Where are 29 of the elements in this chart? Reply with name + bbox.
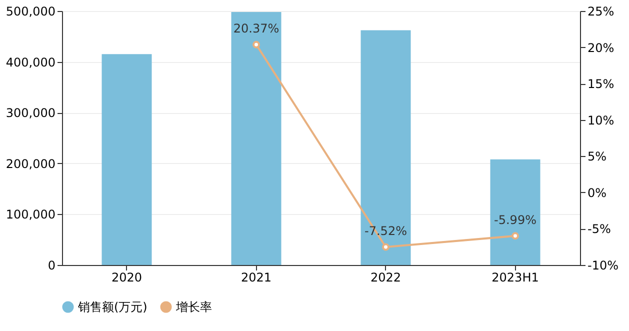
- bar: [231, 12, 282, 265]
- y-tick-label: 500,000: [6, 4, 56, 18]
- y-tick-label: 300,000: [6, 106, 56, 120]
- bar: [490, 159, 540, 265]
- y-tick-label: 200,000: [6, 156, 56, 171]
- x-tick-label: 2022: [370, 270, 402, 284]
- y2-tick-label: 10%: [588, 113, 614, 128]
- y-tick-label: 100,000: [6, 208, 56, 222]
- y-tick-label: 0: [48, 258, 56, 272]
- point: [252, 40, 260, 48]
- y2-tick-label: 15%: [588, 77, 614, 92]
- bar: [102, 54, 152, 265]
- data-label: -5.99%: [494, 212, 536, 227]
- legend-label: 销售额(万元): [77, 300, 148, 314]
- x-tick-label: 2023H1: [492, 270, 539, 284]
- legend-label: 增长率: [175, 300, 212, 314]
- data-label: 20.37%: [233, 22, 280, 36]
- y2-tick-label: 5%: [588, 150, 607, 164]
- point: [382, 243, 390, 251]
- y2-tick-label: -5%: [588, 222, 611, 236]
- y2-tick-label: 20%: [588, 40, 614, 55]
- bar: [360, 30, 411, 265]
- y2-tick-label: 0%: [588, 186, 607, 200]
- point: [512, 232, 519, 240]
- x-tick-label: 2021: [240, 270, 272, 284]
- y2-tick-label: 25%: [588, 4, 614, 18]
- x-tick-label: 2020: [111, 270, 142, 284]
- y-tick-label: 400,000: [6, 55, 56, 70]
- y2-tick-label: -10%: [588, 258, 619, 272]
